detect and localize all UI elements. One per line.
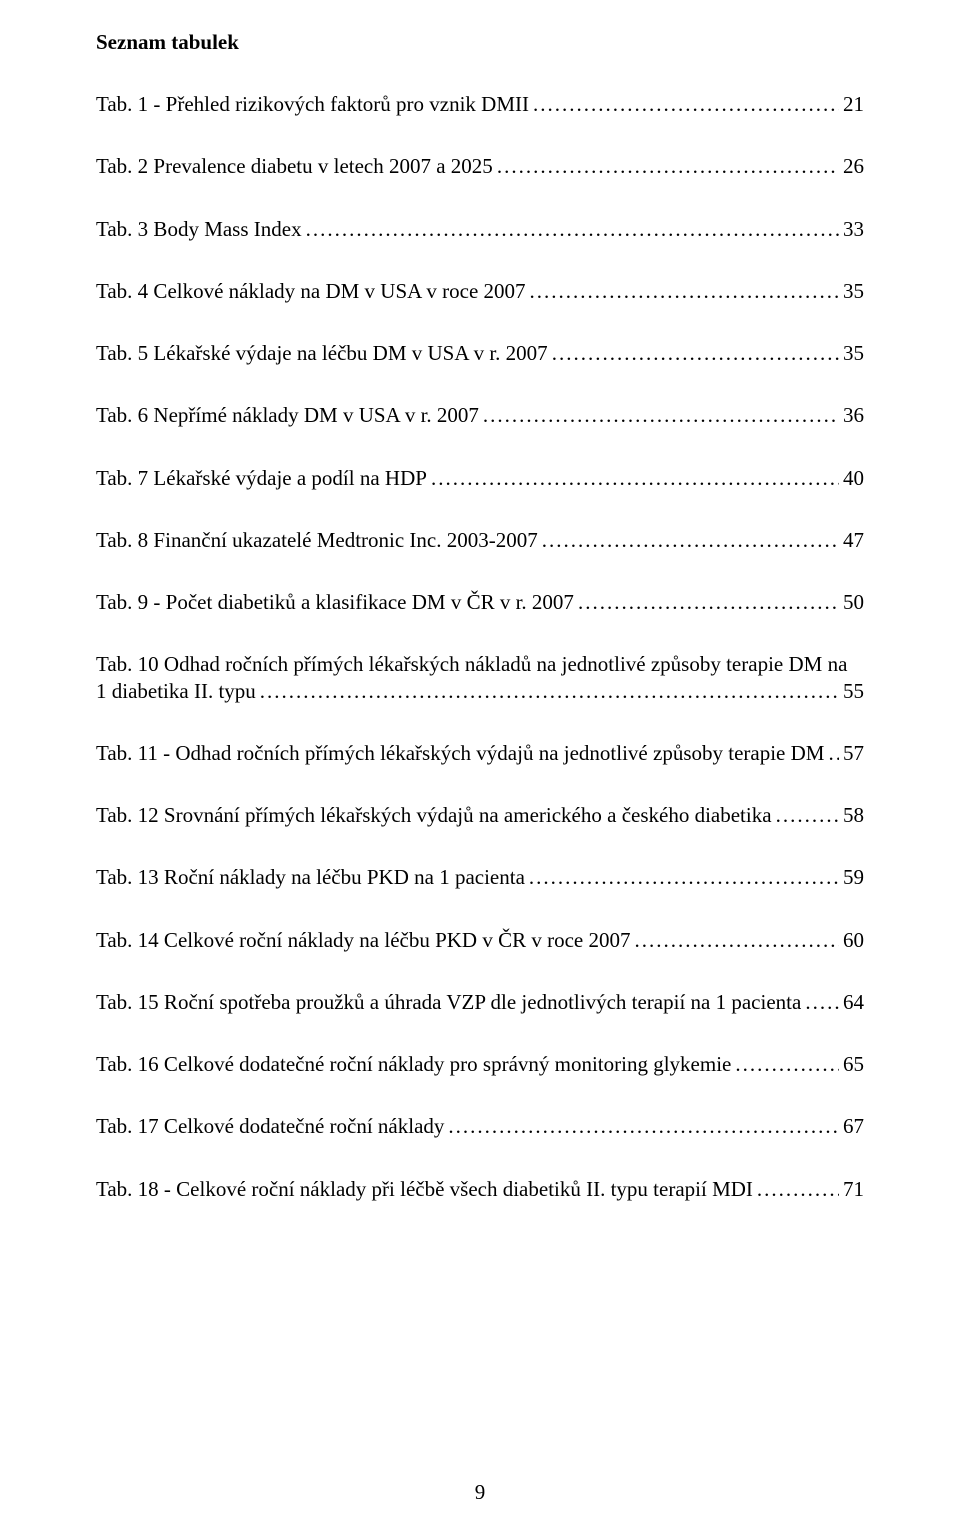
page-title: Seznam tabulek (96, 30, 864, 55)
toc-leader-dots (776, 802, 839, 828)
toc-entry-label: Tab. 4 Celkové náklady na DM v USA v roc… (96, 278, 526, 304)
toc-entry-page: 64 (843, 989, 864, 1015)
toc-entry-label-line1: Tab. 10 Odhad ročních přímých lékařských… (96, 651, 864, 677)
toc-leader-dots (805, 989, 839, 1015)
toc-entry-row: Tab. 7 Lékařské výdaje a podíl na HDP 40 (96, 465, 864, 491)
toc-entry-page: 67 (843, 1113, 864, 1139)
toc-entry-label: Tab. 8 Finanční ukazatelé Medtronic Inc.… (96, 527, 538, 553)
toc-entry-page: 59 (843, 864, 864, 890)
toc-entry: Tab. 11 - Odhad ročních přímých lékařský… (96, 740, 864, 766)
toc-leader-dots (542, 527, 839, 553)
toc-leader-dots (578, 589, 839, 615)
toc-entry-label: Tab. 14 Celkové roční náklady na léčbu P… (96, 927, 631, 953)
toc-entry-row: Tab. 8 Finanční ukazatelé Medtronic Inc.… (96, 527, 864, 553)
toc-entry-page: 58 (843, 802, 864, 828)
toc-entry-label: Tab. 12 Srovnání přímých lékařských výda… (96, 802, 772, 828)
toc-entry-page: 47 (843, 527, 864, 553)
toc-entry-label: Tab. 9 - Počet diabetiků a klasifikace D… (96, 589, 574, 615)
toc-leader-dots (260, 678, 839, 704)
toc-entry-page: 21 (843, 91, 864, 117)
toc-entry-row: Tab. 6 Nepřímé náklady DM v USA v r. 200… (96, 402, 864, 428)
toc-entry-label: Tab. 3 Body Mass Index (96, 216, 302, 242)
toc-entry-row: Tab. 14 Celkové roční náklady na léčbu P… (96, 927, 864, 953)
toc-entry-page: 65 (843, 1051, 864, 1077)
toc-entry-row: Tab. 12 Srovnání přímých lékařských výda… (96, 802, 864, 828)
toc-leader-dots (530, 278, 839, 304)
toc-entry-label: Tab. 1 - Přehled rizikových faktorů pro … (96, 91, 529, 117)
toc-entry: Tab. 14 Celkové roční náklady na léčbu P… (96, 927, 864, 953)
toc-entry: Tab. 18 - Celkové roční náklady při léčb… (96, 1176, 864, 1202)
toc-entry: Tab. 4 Celkové náklady na DM v USA v roc… (96, 278, 864, 304)
toc-entry: Tab. 12 Srovnání přímých lékařských výda… (96, 802, 864, 828)
document-page: Seznam tabulek Tab. 1 - Přehled rizikový… (0, 0, 960, 1539)
toc-leader-dots (448, 1113, 839, 1139)
toc-entry-label: Tab. 15 Roční spotřeba proužků a úhrada … (96, 989, 801, 1015)
toc-leader-dots (483, 402, 839, 428)
toc-entry-label: Tab. 13 Roční náklady na léčbu PKD na 1 … (96, 864, 525, 890)
toc-entry-row: Tab. 15 Roční spotřeba proužků a úhrada … (96, 989, 864, 1015)
toc-entry-label: Tab. 16 Celkové dodatečné roční náklady … (96, 1051, 731, 1077)
toc-entry-page: 60 (843, 927, 864, 953)
toc-entry-page: 35 (843, 278, 864, 304)
toc-entry: Tab. 2 Prevalence diabetu v letech 2007 … (96, 153, 864, 179)
toc-leader-dots (635, 927, 840, 953)
toc-entry: Tab. 15 Roční spotřeba proužků a úhrada … (96, 989, 864, 1015)
toc-entry-row: Tab. 18 - Celkové roční náklady při léčb… (96, 1176, 864, 1202)
toc-entry: Tab. 8 Finanční ukazatelé Medtronic Inc.… (96, 527, 864, 553)
toc-entry: Tab. 16 Celkové dodatečné roční náklady … (96, 1051, 864, 1077)
toc-entry-label-line2: 1 diabetika II. typu (96, 678, 256, 704)
toc-entry: Tab. 17 Celkové dodatečné roční náklady 6… (96, 1113, 864, 1139)
toc-entry-row: Tab. 1 - Přehled rizikových faktorů pro … (96, 91, 864, 117)
toc-entry-row: Tab. 5 Lékařské výdaje na léčbu DM v USA… (96, 340, 864, 366)
toc-entry: Tab. 9 - Počet diabetiků a klasifikace D… (96, 589, 864, 615)
toc-entry: Tab. 7 Lékařské výdaje a podíl na HDP 40 (96, 465, 864, 491)
toc-entry-page: 26 (843, 153, 864, 179)
toc-entry-page: 50 (843, 589, 864, 615)
toc-entry-page: 36 (843, 402, 864, 428)
toc-entry-label: Tab. 6 Nepřímé náklady DM v USA v r. 200… (96, 402, 479, 428)
toc-entry-row: Tab. 2 Prevalence diabetu v letech 2007 … (96, 153, 864, 179)
toc-leader-dots (533, 91, 839, 117)
toc-leader-dots (828, 740, 839, 766)
toc-entry-page: 40 (843, 465, 864, 491)
toc-entry-row: Tab. 16 Celkové dodatečné roční náklady … (96, 1051, 864, 1077)
toc-entry-label: Tab. 2 Prevalence diabetu v letech 2007 … (96, 153, 493, 179)
toc-entry-label: Tab. 11 - Odhad ročních přímých lékařský… (96, 740, 824, 766)
toc-entry: Tab. 10 Odhad ročních přímých lékařských… (96, 651, 864, 704)
toc-entry-page: 33 (843, 216, 864, 242)
toc-leader-dots (306, 216, 839, 242)
toc-entry-row: Tab. 9 - Počet diabetiků a klasifikace D… (96, 589, 864, 615)
toc-entry-page: 57 (843, 740, 864, 766)
toc-entry: Tab. 6 Nepřímé náklady DM v USA v r. 200… (96, 402, 864, 428)
toc-entry: Tab. 5 Lékařské výdaje na léčbu DM v USA… (96, 340, 864, 366)
toc-entry-row: Tab. 17 Celkové dodatečné roční náklady 6… (96, 1113, 864, 1139)
toc-entry-row: Tab. 4 Celkové náklady na DM v USA v roc… (96, 278, 864, 304)
toc-entry-row: Tab. 11 - Odhad ročních přímých lékařský… (96, 740, 864, 766)
toc-leader-dots (757, 1176, 839, 1202)
toc-entry-page: 71 (843, 1176, 864, 1202)
toc-leader-dots (431, 465, 839, 491)
toc-entry-page: 55 (843, 678, 864, 704)
page-number: 9 (0, 1480, 960, 1505)
toc-entry-label: Tab. 5 Lékařské výdaje na léčbu DM v USA… (96, 340, 548, 366)
toc-entry-label: Tab. 18 - Celkové roční náklady při léčb… (96, 1176, 753, 1202)
toc-leader-dots (497, 153, 839, 179)
toc-leader-dots (552, 340, 839, 366)
toc-entry: Tab. 1 - Přehled rizikových faktorů pro … (96, 91, 864, 117)
toc-leader-dots (735, 1051, 839, 1077)
toc-entry: Tab. 13 Roční náklady na léčbu PKD na 1 … (96, 864, 864, 890)
toc-entry: Tab. 3 Body Mass Index 33 (96, 216, 864, 242)
toc-entry-row: Tab. 13 Roční náklady na léčbu PKD na 1 … (96, 864, 864, 890)
toc-entry-row: 1 diabetika II. typu 55 (96, 678, 864, 704)
toc-entry-label: Tab. 17 Celkové dodatečné roční náklady (96, 1113, 444, 1139)
toc-entry-row: Tab. 3 Body Mass Index 33 (96, 216, 864, 242)
toc-leader-dots (529, 864, 839, 890)
toc-entry-page: 35 (843, 340, 864, 366)
toc-entry-label: Tab. 7 Lékařské výdaje a podíl na HDP (96, 465, 427, 491)
table-of-tables-list: Tab. 1 - Přehled rizikových faktorů pro … (96, 91, 864, 1202)
